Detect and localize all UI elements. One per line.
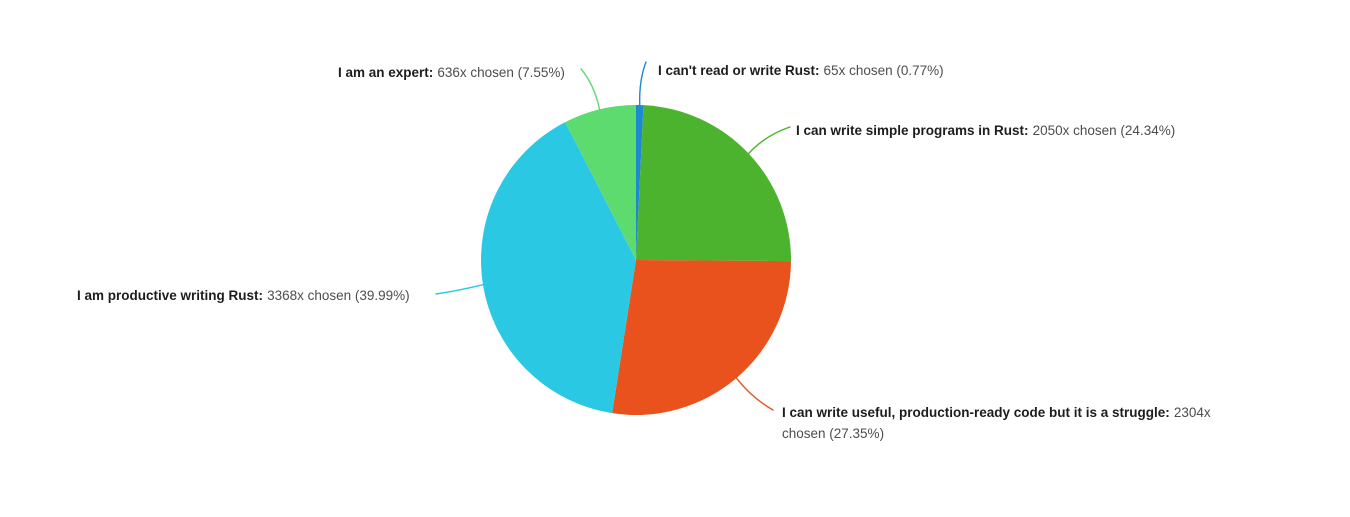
leader-line-productive [435,283,484,295]
pie-label-productive: I am productive writing Rust: 3368x chose… [77,286,410,307]
pie-label-expert: I am an expert: 636x chosen (7.55%) [338,63,565,84]
leader-line-simple-programs [747,126,791,155]
leader-line-production-ready-struggle [735,377,774,411]
pie-label-name: I can write simple programs in Rust: [796,123,1029,138]
pie-label-simple-programs: I can write simple programs in Rust: 2050… [796,121,1175,142]
pie-label-value: 636x chosen (7.55%) [437,65,565,80]
pie-label-name: I am productive writing Rust: [77,288,264,303]
pie-slice-cant-read-or-write[interactable] [636,104,644,260]
pie-slice-expert[interactable] [565,105,636,260]
pie-slice-simple-programs[interactable] [636,105,792,262]
pie-label-cant-read-or-write: I can't read or write Rust: 65x chosen (0… [658,61,944,82]
pie-label-name: I am an expert: [338,65,434,80]
leader-line-expert [580,68,601,111]
leader-line-cant-read-or-write [638,61,647,106]
pie-label-value: 2304x chosen (27.35%) [782,405,1211,441]
pie-label-value: 65x chosen (0.77%) [823,63,944,78]
pie-label-production-ready-struggle: I can write useful, production-ready cod… [782,403,1211,444]
pie-label-name: I can't read or write Rust: [658,63,820,78]
pie-label-name: I can write useful, production-ready cod… [782,405,1170,420]
pie-slice-production-ready-struggle[interactable] [612,260,791,415]
pie-label-value: 3368x chosen (39.99%) [267,288,410,303]
pie-label-value: 2050x chosen (24.34%) [1032,123,1176,138]
pie-slice-productive[interactable] [481,122,636,414]
